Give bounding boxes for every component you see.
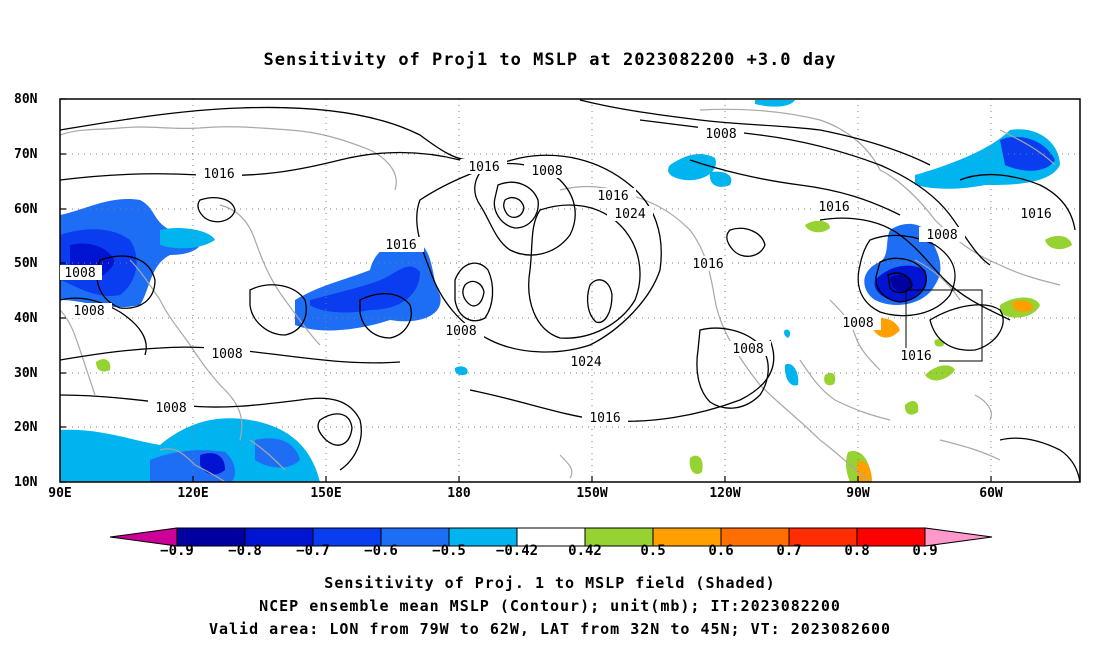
colorbar-label: −0.6 xyxy=(364,543,398,559)
lon-label: 60W xyxy=(979,486,1003,501)
contour-label: 1008 xyxy=(204,346,250,362)
lat-label: 70N xyxy=(14,147,38,162)
coastlines xyxy=(60,108,1061,482)
lat-label: 60N xyxy=(14,202,38,217)
svg-text:1016: 1016 xyxy=(692,257,723,272)
lon-label: 120W xyxy=(709,486,741,501)
lat-label: 50N xyxy=(14,256,38,271)
svg-text:1016: 1016 xyxy=(203,167,234,182)
svg-text:1024: 1024 xyxy=(614,207,645,222)
footer-line-2: NCEP ensemble mean MSLP (Contour); unit(… xyxy=(259,597,841,615)
svg-text:1008: 1008 xyxy=(842,316,873,331)
colorbar xyxy=(109,527,993,547)
lon-label: 90W xyxy=(846,486,870,501)
svg-text:1008: 1008 xyxy=(155,401,186,416)
svg-text:1008: 1008 xyxy=(445,324,476,339)
svg-text:1016: 1016 xyxy=(818,200,849,215)
lon-label: 180 xyxy=(447,486,471,501)
lon-label: 150E xyxy=(310,486,342,501)
contour-label: 1016 xyxy=(590,188,636,204)
colorbar-label: −0.7 xyxy=(296,543,330,559)
axis-ticks xyxy=(60,98,992,483)
contour-label: 1016 xyxy=(196,166,242,182)
colorbar-label: 0.42 xyxy=(568,543,602,559)
colorbar-label: −0.9 xyxy=(160,543,194,559)
svg-text:1008: 1008 xyxy=(732,342,763,357)
svg-text:1016: 1016 xyxy=(597,189,628,204)
lon-label: 120E xyxy=(177,486,209,501)
svg-text:1016: 1016 xyxy=(1020,207,1051,222)
lon-label: 150W xyxy=(576,486,608,501)
contour-label: 1008 xyxy=(919,227,965,243)
lat-label: 30N xyxy=(14,366,38,381)
contour-label: 1024 xyxy=(607,206,653,222)
contour-label: 1016 xyxy=(811,199,857,215)
colorbar-label: 0.9 xyxy=(912,543,938,559)
colorbar-label: 0.7 xyxy=(776,543,802,559)
lat-label: 80N xyxy=(14,92,38,107)
svg-text:1016: 1016 xyxy=(589,411,620,426)
lat-label: 10N xyxy=(14,475,38,490)
contour-label: 1008 xyxy=(524,163,570,179)
svg-text:1008: 1008 xyxy=(705,127,736,142)
colorbar-label: 0.5 xyxy=(640,543,666,559)
contour-label: 1008 xyxy=(148,400,194,416)
contour-label: 1016 xyxy=(685,256,731,272)
contour-label: 1008 xyxy=(725,341,771,357)
colorbar-high-triangle xyxy=(924,527,993,547)
map-title: Sensitivity of Proj1 to MSLP at 20230822… xyxy=(263,50,837,70)
contour-label: 1008 xyxy=(835,315,881,331)
svg-text:1016: 1016 xyxy=(900,349,931,364)
colorbar-label: 0.6 xyxy=(708,543,734,559)
contour-label: 1016 xyxy=(582,410,628,426)
grid-lines xyxy=(60,99,1080,482)
svg-text:1008: 1008 xyxy=(531,164,562,179)
colorbar-label: 0.8 xyxy=(844,543,870,559)
svg-text:1016: 1016 xyxy=(468,160,499,175)
valid-area-box xyxy=(905,289,983,362)
contour-label: 1016 xyxy=(378,237,424,253)
colorbar-label: −0.8 xyxy=(228,543,262,559)
contour-label: 1024 xyxy=(563,354,609,370)
svg-text:1024: 1024 xyxy=(570,355,601,370)
footer-line-3: Valid area: LON from 79W to 62W, LAT fro… xyxy=(208,620,892,638)
lat-label: 40N xyxy=(14,311,38,326)
svg-text:1008: 1008 xyxy=(73,304,104,319)
colorbar-label: −0.42 xyxy=(495,543,539,559)
lat-label: 20N xyxy=(14,420,38,435)
footer-line-1: Sensitivity of Proj. 1 to MSLP field (Sh… xyxy=(324,574,776,592)
svg-text:1008: 1008 xyxy=(211,347,242,362)
contour-labels: 1016 1008 1016 1008 1008 1016 1024 1016 … xyxy=(60,126,1059,426)
colorbar-label: −0.5 xyxy=(432,543,466,559)
contour-label: 1008 xyxy=(438,323,484,339)
map-frame xyxy=(59,98,1081,483)
svg-text:1016: 1016 xyxy=(385,238,416,253)
lon-label: 90E xyxy=(48,486,72,501)
svg-text:1008: 1008 xyxy=(64,266,95,281)
contour-label: 1016 xyxy=(461,159,507,175)
contour-label: 1016 xyxy=(1013,206,1059,222)
shaded-sensitivity-areas xyxy=(60,100,1072,482)
contour-label: 1008 xyxy=(60,265,102,281)
contour-label: 1008 xyxy=(698,126,744,142)
contour-label: 1016 xyxy=(893,348,939,364)
svg-text:1008: 1008 xyxy=(926,228,957,243)
contour-label: 1008 xyxy=(66,303,112,319)
